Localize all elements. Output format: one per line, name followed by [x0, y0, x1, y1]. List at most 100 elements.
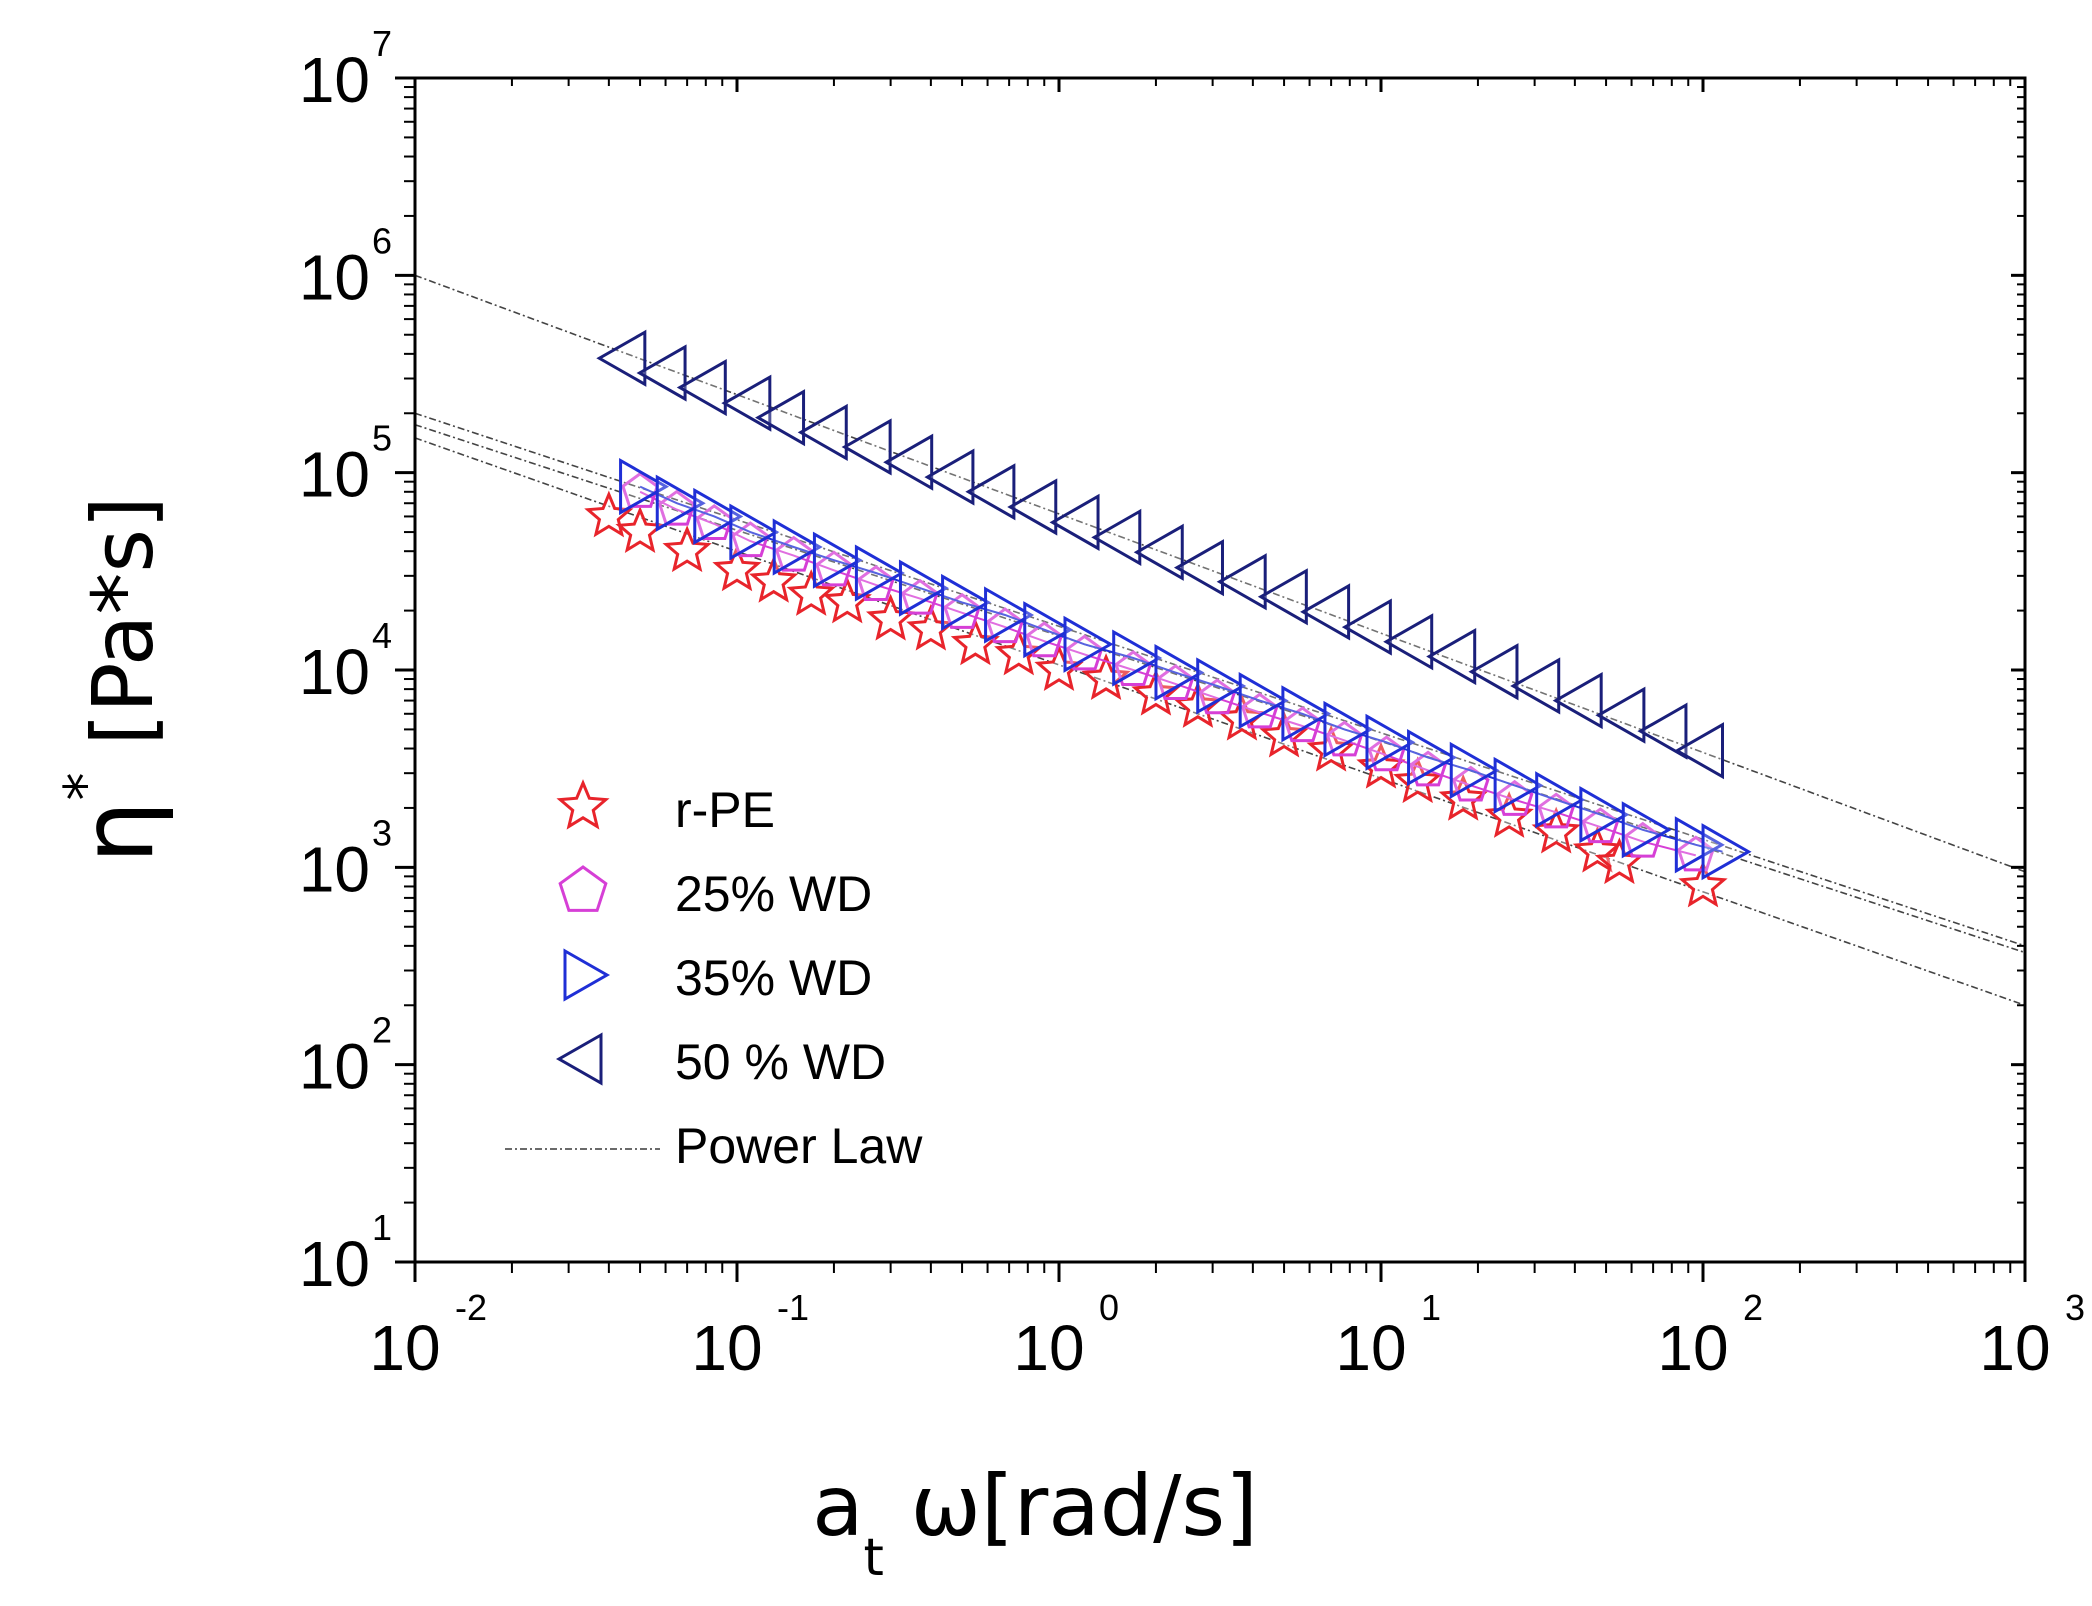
data-point	[1281, 685, 1332, 743]
data-point	[1034, 644, 1084, 691]
legend-marker-star	[556, 779, 610, 830]
data-point	[1081, 653, 1131, 700]
series-r-pe	[584, 490, 1728, 908]
data-point	[1426, 627, 1477, 686]
y-tick-label: 10	[299, 439, 370, 511]
data-point	[1673, 722, 1724, 780]
data-point	[1383, 613, 1434, 671]
plot-frame	[413, 76, 2027, 1264]
power-law-fit-line	[414, 412, 2026, 947]
x-tick-label: 10	[1979, 1312, 2050, 1384]
data-point	[1393, 756, 1443, 804]
data-point	[865, 593, 916, 641]
data-point	[1468, 643, 1519, 701]
legend-entry: 35% WD	[563, 948, 872, 1006]
data-point	[1510, 657, 1561, 715]
y-tick-label-exponent: 2	[372, 1010, 392, 1051]
data-point	[712, 544, 762, 592]
x-tick-label: 10	[1013, 1312, 1084, 1384]
y-tick-label: 10	[299, 833, 370, 905]
data-point	[1133, 523, 1184, 581]
data-point	[636, 344, 687, 402]
data-point	[731, 521, 770, 558]
power-law-fit-line	[414, 274, 2026, 873]
x-tick-label-exponent: -2	[455, 1287, 487, 1328]
legend-entry: Power Law	[505, 1118, 923, 1174]
y-tick-label-exponent: 5	[372, 418, 392, 459]
data-point	[924, 448, 975, 506]
data-point	[1154, 644, 1205, 702]
data-point	[1552, 671, 1603, 730]
data-point	[1356, 741, 1406, 789]
data-point	[1365, 713, 1416, 771]
data-point	[906, 603, 956, 651]
y-tick-label: 10	[299, 1228, 370, 1300]
data-point	[1438, 773, 1488, 821]
power-law-fit-line	[414, 423, 2026, 954]
data-point	[1063, 615, 1114, 673]
data-point	[812, 531, 863, 589]
x-axis-title-main: a	[812, 1457, 863, 1555]
data-point	[965, 463, 1016, 521]
y-axis-title: η* [Pa*s]	[53, 496, 176, 864]
y-axis-title-superscript: *	[53, 772, 118, 800]
y-tick-label: 10	[299, 241, 370, 313]
data-point	[854, 544, 905, 602]
legend-marker-triangle-right	[563, 948, 611, 1002]
x-tick-label-exponent: 3	[2065, 1287, 2085, 1328]
data-point	[1493, 756, 1544, 815]
data-point	[1621, 801, 1672, 859]
data-point	[749, 555, 799, 603]
series-connecting-line	[639, 485, 1723, 853]
legend-label: r-PE	[675, 782, 775, 838]
legend-entry: 50 % WD	[555, 1032, 886, 1090]
data-point	[1572, 825, 1623, 873]
data-point	[943, 592, 981, 629]
data-point	[772, 518, 823, 576]
y-axis-title-rest: [Pa*s]	[74, 496, 172, 772]
legend-label: 50 % WD	[675, 1034, 886, 1090]
data-point	[1112, 629, 1163, 687]
data-point	[755, 389, 806, 447]
data-point	[1674, 816, 1725, 874]
legend-label: Power Law	[675, 1118, 923, 1174]
data-point	[1678, 860, 1728, 908]
data-point	[941, 573, 992, 632]
x-tick-label: 10	[1335, 1312, 1406, 1384]
data-point	[1023, 601, 1074, 659]
x-axis-title: at ω[rad/s]	[812, 1457, 1258, 1588]
data-point	[1007, 478, 1058, 536]
x-axis-title-rest: ω[rad/s]	[884, 1457, 1258, 1555]
data-point	[815, 550, 853, 587]
data-point	[841, 418, 892, 476]
data-point	[1579, 786, 1630, 844]
data-point	[655, 474, 706, 532]
data-point	[596, 329, 647, 387]
y-tick-label: 10	[299, 1031, 370, 1103]
x-axis-title-subscript: t	[864, 1528, 884, 1588]
data-point	[1341, 598, 1392, 656]
legend: r-PE 25% WD 35% WD 50 % WD Power Law	[505, 779, 923, 1174]
data-point	[1595, 686, 1646, 744]
data-point	[662, 525, 712, 573]
x-tick-label-exponent: 1	[1421, 1287, 1441, 1328]
x-tick-label: 10	[1657, 1312, 1728, 1384]
data-point	[621, 471, 659, 508]
y-tick-label-exponent: 4	[372, 615, 392, 656]
y-tick-label-exponent: 6	[372, 220, 392, 261]
y-tick-label-exponent: 3	[372, 812, 392, 853]
x-tick-label: 10	[691, 1312, 762, 1384]
y-tick-label: 10	[299, 636, 370, 708]
x-tick-label: 10	[369, 1312, 440, 1384]
data-series	[584, 329, 1752, 908]
data-point	[1049, 493, 1100, 551]
data-point	[1449, 741, 1500, 799]
data-point	[1173, 539, 1224, 597]
data-point	[898, 559, 949, 617]
x-tick-label-exponent: -1	[777, 1287, 809, 1328]
data-point	[1323, 700, 1374, 758]
data-point	[1196, 657, 1247, 715]
data-point	[1238, 671, 1289, 730]
data-point	[1535, 771, 1586, 829]
